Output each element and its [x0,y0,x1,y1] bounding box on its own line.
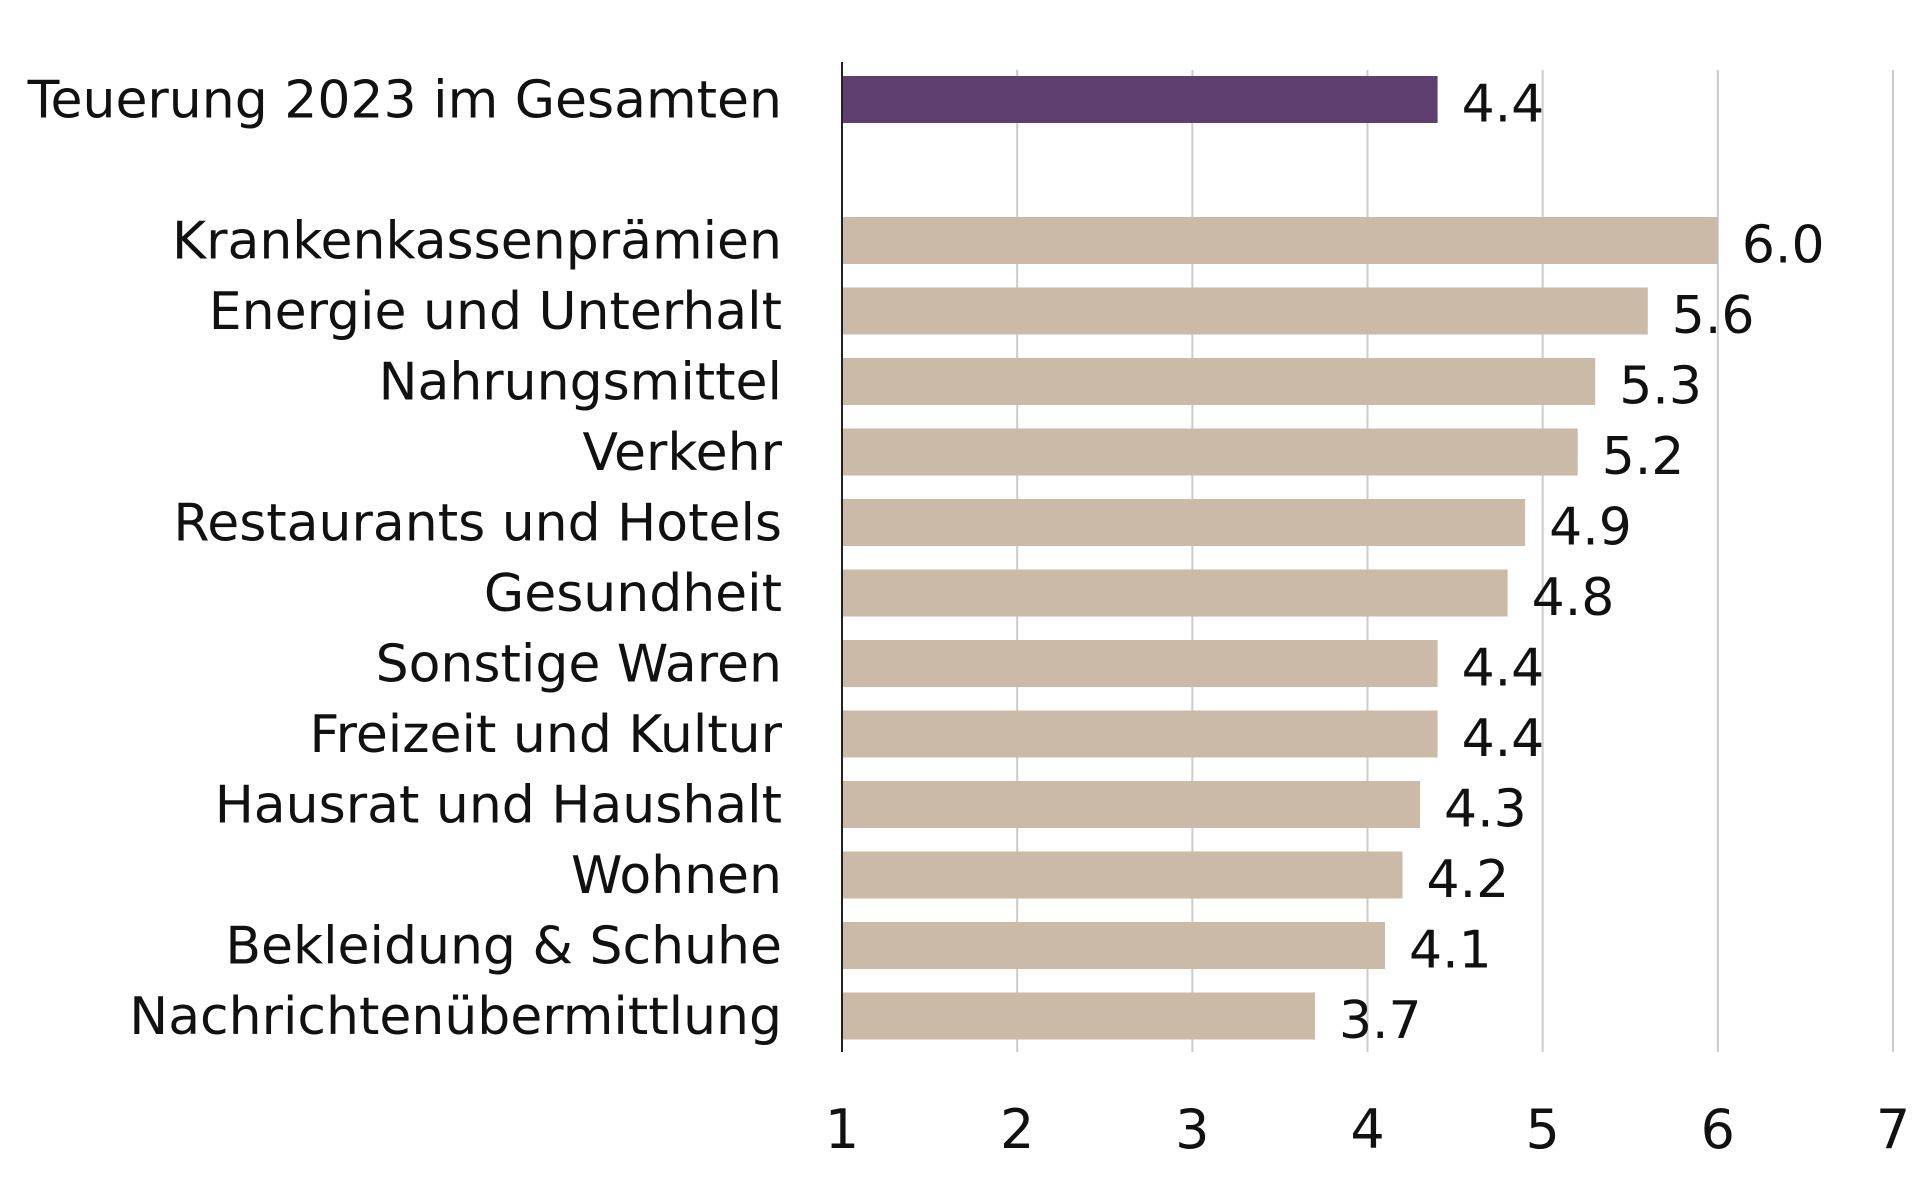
value-label: 4.8 [1532,568,1615,628]
category-label: Gesundheit [484,564,782,624]
value-label: 4.3 [1444,780,1527,840]
value-label: 4.4 [1462,75,1545,135]
bar [842,781,1421,828]
bar [842,76,1438,123]
x-tick-label: 7 [1876,1098,1910,1161]
bar [842,640,1438,687]
bar [842,428,1578,476]
x-tick-label: 1 [825,1098,859,1161]
category-label: Freizeit und Kultur [309,705,782,765]
category-label: Wohnen [571,846,782,906]
bar [842,217,1718,264]
bar [842,992,1315,1040]
bar [842,851,1403,899]
bar [842,287,1648,335]
category-label: Nahrungsmittel [379,353,782,413]
value-label: 4.2 [1427,850,1510,910]
category-label: Krankenkassenprämien [172,212,782,272]
bar [842,499,1526,546]
value-label: 5.3 [1619,357,1702,417]
value-label: 4.1 [1409,921,1492,981]
category-label: Energie und Unterhalt [209,282,782,342]
category-label: Hausrat und Haushalt [215,776,782,836]
value-label: 5.6 [1672,286,1755,346]
value-label: 4.4 [1462,639,1545,699]
category-label: Verkehr [583,423,783,483]
category-label: Bekleidung & Schuhe [225,917,782,977]
category-label: Nachrichtenübermittlung [129,987,782,1047]
value-label: 6.0 [1742,216,1825,276]
bar [842,569,1508,617]
bar [842,710,1438,758]
category-label: Sonstige Waren [376,635,782,695]
x-tick-label: 2 [1000,1098,1034,1161]
bar [842,358,1596,405]
value-label: 4.4 [1462,709,1545,769]
x-tick-label: 3 [1175,1098,1209,1161]
x-tick-label: 4 [1350,1098,1384,1161]
bar [842,922,1386,969]
value-label: 4.9 [1549,498,1632,558]
category-label: Teuerung 2023 im Gesamten [27,71,782,131]
value-label: 3.7 [1339,991,1422,1051]
category-label: Restaurants und Hotels [173,494,782,554]
x-tick-label: 6 [1701,1098,1735,1161]
value-label: 5.2 [1602,427,1685,487]
x-tick-label: 5 [1525,1098,1559,1161]
